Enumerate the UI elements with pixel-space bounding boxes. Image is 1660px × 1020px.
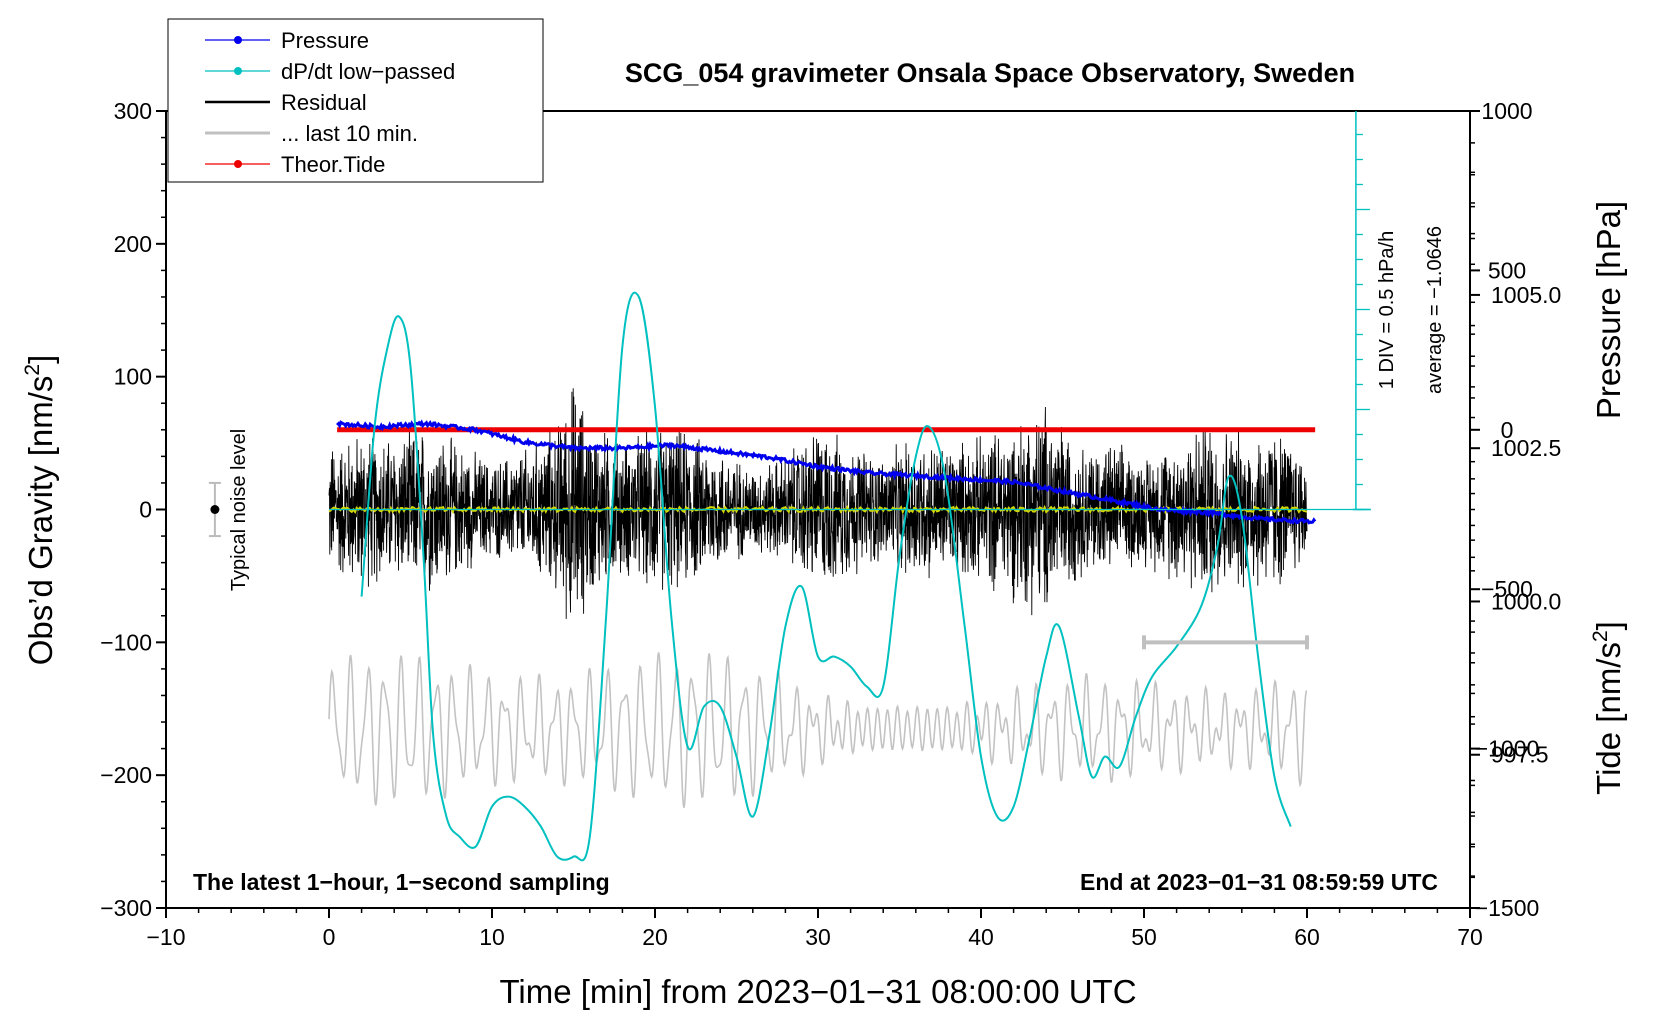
legend-item-pressure: Pressure <box>205 28 369 53</box>
y-axis-right-tide: 1000 500 0 −500 −1000 −1500 <box>1470 98 1539 921</box>
legend-label-dpdt: dP/dt low−passed <box>281 59 455 84</box>
legend-label-residual: Residual <box>281 90 367 115</box>
dpdt-series <box>360 291 1292 862</box>
y-left-title-main: Obs’d Gravity [nm/s <box>22 376 59 666</box>
footer-right-note: End at 2023−01−31 08:59:59 UTC <box>1080 869 1438 895</box>
tide-title-main: Tide [nm/s <box>1590 642 1627 795</box>
legend-label-pressure: Pressure <box>281 28 369 53</box>
pressure-tick-label: 1005.0 <box>1491 282 1561 308</box>
x-tick-label: 20 <box>642 924 668 950</box>
x-axis-title: Time [min] from 2023−01−31 08:00:00 UTC <box>499 973 1136 1010</box>
x-tick-label: −10 <box>146 924 185 950</box>
residual-mean-series <box>328 504 1308 515</box>
x-tick-label: 40 <box>968 924 994 950</box>
legend-marker-dpdt <box>234 67 242 75</box>
footer-left-note: The latest 1−hour, 1−second sampling <box>193 869 610 895</box>
noise-indicator <box>208 481 221 538</box>
y-axis-pressure-title: Pressure [hPa] <box>1590 201 1627 419</box>
x-tick-label: 0 <box>323 924 336 950</box>
y-tick-label: 0 <box>139 497 152 523</box>
x-tick-label: 60 <box>1294 924 1320 950</box>
legend-item-theor-tide: Theor.Tide <box>205 152 385 177</box>
dpdt-scale-label-div: 1 DIV = 0.5 hPa/h <box>1376 231 1398 389</box>
y-axis-tide-title: Tide [nm/s2] <box>1589 621 1627 795</box>
residual-mean-line <box>328 504 1308 515</box>
last-10-min-bar <box>1142 635 1309 650</box>
tide-title-sup: 2 <box>1589 630 1612 642</box>
legend-item-residual: Residual <box>205 90 367 115</box>
y-tick-label: −300 <box>100 895 152 921</box>
chart-title: SCG_054 gravimeter Onsala Space Observat… <box>625 58 1355 88</box>
tide-tick-label: 0 <box>1501 417 1514 443</box>
tide-tick-label: 1000 <box>1481 98 1532 124</box>
dpdt-scale-label-average: average = −1.0646 <box>1424 226 1446 394</box>
y-tick-label: 100 <box>114 364 152 390</box>
x-tick-label: 70 <box>1457 924 1483 950</box>
y-left-title-sup: 2 <box>21 364 44 376</box>
noise-label: Typical noise level <box>228 429 250 591</box>
y-tick-label: 300 <box>114 98 152 124</box>
noise-center-dot <box>210 505 220 514</box>
pressure-tick-label: 1002.5 <box>1491 435 1561 461</box>
dpdt-scale <box>329 111 1371 511</box>
y-tick-label: −100 <box>100 629 152 655</box>
residual-last-10-min-series <box>328 652 1308 808</box>
residual-last-10-min-line <box>328 652 1308 808</box>
legend-label-theor-tide: Theor.Tide <box>281 152 385 177</box>
tide-title-end: ] <box>1590 621 1627 630</box>
tide-tick-label: −500 <box>1481 576 1533 602</box>
y-axis-right-pressure: 1005.0 1002.5 1000.0 997.5 <box>1470 171 1561 879</box>
y-tick-label: 200 <box>114 231 152 257</box>
tide-tick-label: −1000 <box>1475 736 1540 762</box>
tide-tick-label: −1500 <box>1475 895 1540 921</box>
y-tick-label: −200 <box>100 762 152 788</box>
legend-item-last-10-min: ... last 10 min. <box>205 121 418 146</box>
legend: Pressure dP/dt low−passed Residual ... l… <box>167 18 544 183</box>
y-axis-left: 300 200 100 0 −100 −200 −300 <box>100 98 166 921</box>
y-axis-left-title: Obs’d Gravity [nm/s2] <box>21 355 59 666</box>
x-tick-label: 10 <box>479 924 505 950</box>
legend-box <box>167 18 544 183</box>
residual-line <box>328 388 1308 619</box>
legend-marker-theor-tide <box>234 160 242 168</box>
residual-series <box>328 388 1308 619</box>
x-tick-label: 50 <box>1131 924 1157 950</box>
x-tick-label: 30 <box>805 924 831 950</box>
pressure-tick-label: 1000.0 <box>1491 588 1561 614</box>
y-left-title-end: ] <box>22 355 59 364</box>
pressure-tick-label: 997.5 <box>1491 742 1549 768</box>
x-axis: −10 0 10 20 30 40 50 60 70 <box>146 908 1483 950</box>
dpdt-line <box>360 291 1292 862</box>
legend-item-dpdt: dP/dt low−passed <box>205 59 455 84</box>
legend-label-last-10-min: ... last 10 min. <box>281 121 418 146</box>
legend-marker-pressure <box>234 36 242 44</box>
tide-tick-label: 500 <box>1488 257 1526 283</box>
